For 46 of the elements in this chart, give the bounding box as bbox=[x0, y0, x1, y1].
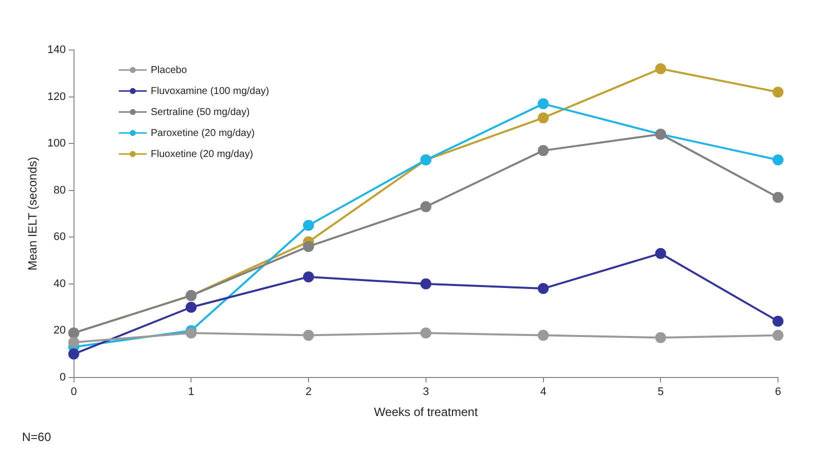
x-tick-label: 3 bbox=[422, 386, 429, 398]
x-tick-label: 1 bbox=[188, 386, 194, 398]
point bbox=[303, 271, 314, 282]
y-axis-title: Mean IELT (seconds) bbox=[26, 156, 40, 271]
point bbox=[655, 63, 666, 74]
point bbox=[303, 220, 314, 231]
y-tick-label: 100 bbox=[47, 138, 66, 150]
y-tick-label: 40 bbox=[54, 278, 66, 290]
point bbox=[655, 248, 666, 259]
x-axis-title: Weeks of treatment bbox=[374, 405, 478, 420]
point bbox=[538, 283, 549, 294]
point bbox=[772, 192, 784, 203]
point bbox=[772, 86, 784, 98]
point bbox=[772, 330, 784, 341]
y-tick-label: 60 bbox=[54, 231, 66, 244]
x-tick-label: 5 bbox=[658, 386, 664, 398]
point bbox=[68, 336, 80, 348]
x-tick-label: 0 bbox=[70, 386, 77, 398]
x-tick-label: 4 bbox=[540, 386, 546, 398]
point bbox=[303, 330, 314, 341]
point bbox=[538, 330, 549, 341]
point bbox=[420, 327, 432, 338]
point bbox=[772, 316, 784, 327]
legend-label: Fluvoxamine (100 mg/day) bbox=[150, 86, 270, 97]
point bbox=[303, 240, 314, 252]
x-tick-label: 2 bbox=[305, 386, 312, 398]
y-tick-label: 120 bbox=[47, 90, 66, 103]
legend-label: Paroxetine (20 mg/day) bbox=[150, 128, 255, 139]
point bbox=[538, 145, 549, 156]
y-tick-label: 0 bbox=[60, 371, 66, 384]
point bbox=[420, 201, 432, 212]
legend-label: Placebo bbox=[150, 64, 188, 76]
y-tick-label: 80 bbox=[54, 184, 66, 196]
point bbox=[186, 302, 197, 313]
legend-label: Sertraline (50 mg/day) bbox=[150, 106, 250, 118]
point bbox=[655, 332, 666, 344]
point bbox=[420, 278, 432, 290]
point bbox=[538, 112, 549, 124]
y-tick-label: 140 bbox=[47, 44, 66, 56]
y-tick-label: 20 bbox=[54, 324, 66, 337]
point bbox=[538, 98, 549, 110]
x-tick-label: 6 bbox=[774, 386, 782, 398]
point bbox=[68, 348, 80, 360]
text: N=60 bbox=[22, 430, 52, 444]
point bbox=[772, 154, 784, 166]
legend-label: Fluoxetine (20 mg/day) bbox=[150, 148, 254, 160]
